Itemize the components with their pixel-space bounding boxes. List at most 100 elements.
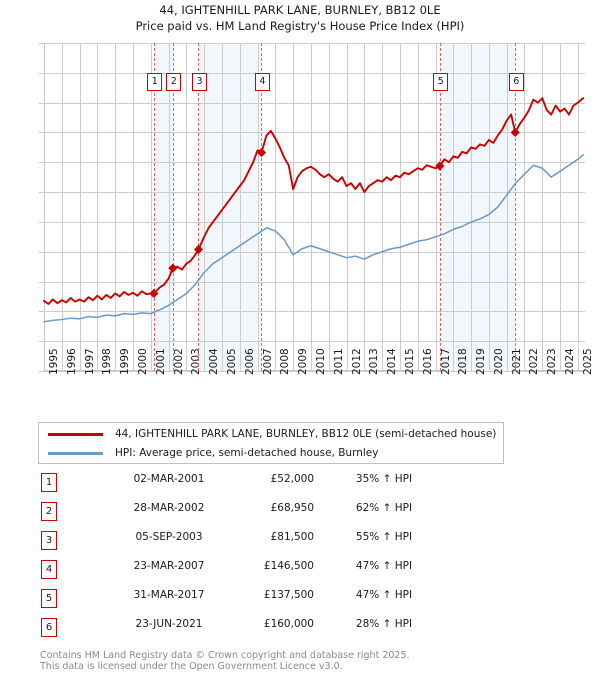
gridline-vertical bbox=[257, 43, 259, 371]
legend-label-property: 44, IGHTENHILL PARK LANE, BURNLEY, BB12 … bbox=[115, 428, 497, 440]
row-price: £160,000 bbox=[263, 618, 314, 630]
row-price: £137,500 bbox=[263, 589, 314, 601]
legend-swatch-hpi bbox=[48, 452, 103, 455]
y-axis-tick bbox=[39, 341, 44, 343]
legend-swatch-property bbox=[48, 433, 103, 436]
gridline-vertical bbox=[61, 43, 63, 371]
transaction-line-1 bbox=[153, 43, 155, 371]
y-axis-tick bbox=[39, 311, 44, 313]
table-row[interactable]: 2 28-MAR-2002 £68,950 62% ↑ HPI bbox=[38, 499, 498, 528]
row-price: £146,500 bbox=[263, 560, 314, 572]
transaction-point-6[interactable] bbox=[510, 127, 520, 138]
chart-legend: 44, IGHTENHILL PARK LANE, BURNLEY, BB12 … bbox=[38, 422, 504, 464]
gridline-horizontal bbox=[44, 192, 585, 194]
gridline-vertical bbox=[150, 43, 152, 371]
transaction-band bbox=[198, 43, 262, 371]
gridline-vertical bbox=[506, 43, 508, 371]
legend-label-hpi: HPI: Average price, semi-detached house,… bbox=[115, 447, 379, 459]
transaction-marker-5[interactable]: 5 bbox=[433, 73, 449, 91]
table-row[interactable]: 5 31-MAR-2017 £137,500 47% ↑ HPI bbox=[38, 586, 498, 615]
gridline-vertical bbox=[488, 43, 490, 371]
row-hpi-delta: 55% ↑ HPI bbox=[355, 531, 413, 543]
y-axis-tick bbox=[39, 251, 44, 253]
gridline-vertical bbox=[221, 43, 223, 371]
gridline-horizontal bbox=[44, 162, 585, 164]
transaction-marker-2[interactable]: 2 bbox=[166, 73, 182, 91]
legend-item-hpi: HPI: Average price, semi-detached house,… bbox=[39, 444, 503, 463]
plot-area: £0£20K£40K£60K£80K£100K£120K£140K£160K£1… bbox=[39, 43, 594, 375]
gridline-vertical bbox=[239, 43, 241, 371]
transaction-line-6 bbox=[515, 43, 517, 371]
gridline-vertical bbox=[453, 43, 455, 371]
transaction-line-4 bbox=[261, 43, 263, 371]
y-axis-tick bbox=[39, 102, 44, 104]
row-index-badge: 2 bbox=[41, 502, 57, 521]
table-row[interactable]: 1 02-MAR-2001 £52,000 35% ↑ HPI bbox=[38, 470, 498, 499]
page-subtitle: Price paid vs. HM Land Registry's House … bbox=[135, 19, 465, 33]
row-price: £68,950 bbox=[270, 502, 314, 514]
y-axis-tick bbox=[39, 43, 44, 44]
transaction-band bbox=[439, 43, 516, 371]
gridline-vertical bbox=[79, 43, 81, 371]
gridline-vertical bbox=[417, 43, 419, 371]
row-date: 31-MAR-2017 bbox=[133, 589, 205, 601]
footer-line-2: This data is licensed under the Open Gov… bbox=[40, 661, 343, 672]
gridline-horizontal bbox=[44, 102, 585, 104]
transaction-line-5 bbox=[439, 43, 441, 371]
chart-title-block: 44, IGHTENHILL PARK LANE, BURNLEY, BB12 … bbox=[0, 3, 600, 34]
transaction-point-4[interactable] bbox=[256, 147, 267, 158]
row-date: 05-SEP-2003 bbox=[135, 531, 203, 543]
gridline-vertical bbox=[577, 43, 579, 371]
gridline-vertical bbox=[346, 43, 348, 371]
transaction-point-1[interactable] bbox=[149, 288, 159, 299]
transaction-marker-3[interactable]: 3 bbox=[191, 73, 207, 91]
chart-area: £0£20K£40K£60K£80K£100K£120K£140K£160K£1… bbox=[0, 38, 600, 378]
gridline-horizontal bbox=[44, 251, 585, 253]
series-line-property bbox=[43, 97, 585, 305]
gridline-horizontal bbox=[44, 341, 585, 343]
series-line-hpi bbox=[43, 154, 584, 323]
y-axis-tick bbox=[39, 371, 44, 372]
row-date: 02-MAR-2001 bbox=[133, 473, 205, 485]
row-date: 28-MAR-2002 bbox=[133, 502, 205, 514]
footer-line-1: Contains HM Land Registry data © Crown c… bbox=[40, 650, 410, 661]
gridline-vertical bbox=[382, 43, 384, 371]
page-title: 44, IGHTENHILL PARK LANE, BURNLEY, BB12 … bbox=[159, 3, 441, 17]
y-axis-tick bbox=[39, 162, 44, 164]
transaction-point-2[interactable] bbox=[168, 263, 178, 273]
gridline-horizontal bbox=[44, 43, 585, 44]
gridline-vertical bbox=[399, 43, 401, 371]
gridline-vertical bbox=[364, 43, 366, 371]
gridline-vertical bbox=[132, 43, 134, 371]
table-row[interactable]: 3 05-SEP-2003 £81,500 55% ↑ HPI bbox=[38, 528, 498, 557]
legend-item-property: 44, IGHTENHILL PARK LANE, BURNLEY, BB12 … bbox=[39, 425, 503, 444]
y-axis-tick bbox=[39, 221, 44, 223]
table-row[interactable]: 4 23-MAR-2007 £146,500 47% ↑ HPI bbox=[38, 557, 498, 586]
transaction-marker-1[interactable]: 1 bbox=[147, 73, 163, 91]
gridline-vertical bbox=[204, 43, 206, 371]
table-row[interactable]: 6 23-JUN-2021 £160,000 28% ↑ HPI bbox=[38, 615, 498, 644]
gridline-horizontal bbox=[44, 311, 585, 313]
y-axis-tick bbox=[39, 192, 44, 194]
gridline-horizontal bbox=[44, 72, 585, 74]
transaction-marker-4[interactable]: 4 bbox=[254, 73, 270, 91]
transaction-point-5[interactable] bbox=[435, 161, 445, 171]
transaction-point-3[interactable] bbox=[193, 244, 204, 255]
price-series-lines bbox=[43, 97, 585, 323]
footer-attribution: Contains HM Land Registry data © Crown c… bbox=[40, 650, 560, 672]
row-hpi-delta: 47% ↑ HPI bbox=[355, 589, 413, 601]
row-index-badge: 4 bbox=[41, 560, 57, 579]
gridline-vertical bbox=[310, 43, 312, 371]
gridline-vertical bbox=[97, 43, 99, 371]
gridline-horizontal bbox=[44, 221, 585, 223]
row-date: 23-MAR-2007 bbox=[133, 560, 205, 572]
row-date: 23-JUN-2021 bbox=[135, 618, 203, 630]
gridline-vertical bbox=[328, 43, 330, 371]
transaction-marker-6[interactable]: 6 bbox=[508, 73, 524, 91]
row-price: £52,000 bbox=[270, 473, 314, 485]
gridline-vertical bbox=[186, 43, 188, 371]
gridline-vertical bbox=[168, 43, 170, 371]
row-hpi-delta: 62% ↑ HPI bbox=[355, 502, 413, 514]
row-hpi-delta: 35% ↑ HPI bbox=[355, 473, 413, 485]
